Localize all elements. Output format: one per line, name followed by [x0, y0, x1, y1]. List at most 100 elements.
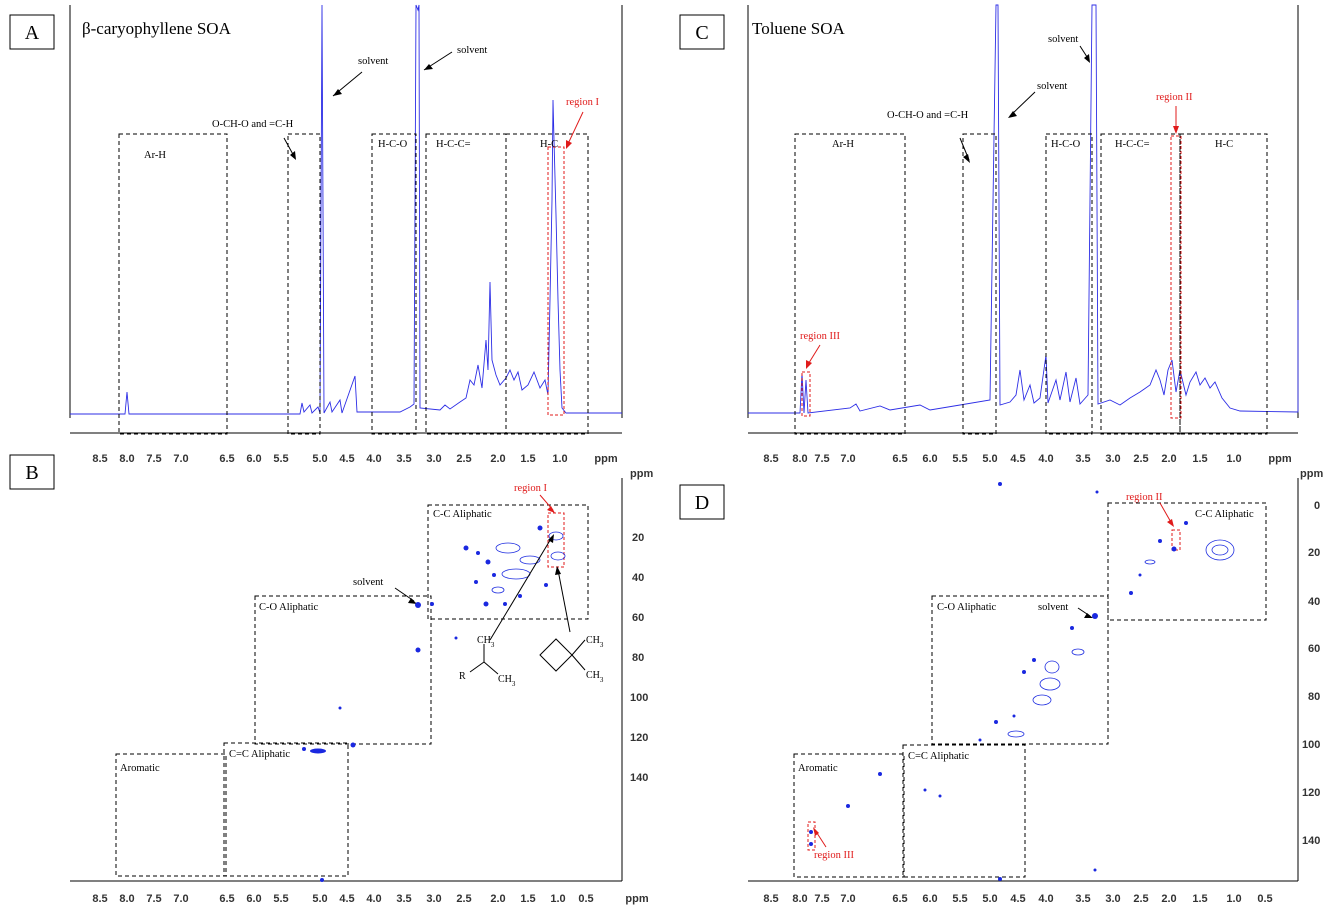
panel-c-region-ii-box: [1170, 135, 1182, 419]
panel-d-peak: [1211, 544, 1229, 556]
panel-b-struct2-ch3-bottom: CH3: [586, 670, 604, 684]
panel-c-label-h-c: H-C: [1215, 139, 1233, 150]
panel-a-arrowhead-2: [424, 64, 433, 70]
panel-b-xtick: 6.0: [246, 893, 261, 905]
panel-b-xtick: 2.0: [490, 893, 505, 905]
panel-b-solvent-peak: [415, 602, 421, 608]
panel-d-xtick: 8.5: [763, 893, 778, 905]
panel-a-box-och-o: [287, 133, 321, 435]
panel-d-peak: [1070, 626, 1074, 630]
panel-b-peak: [518, 594, 522, 598]
panel-c-xtick: 6.5: [892, 453, 907, 465]
panel-b-ytick: 40: [632, 572, 644, 584]
panel-b-peak: [550, 551, 566, 561]
panel-b-bond: [469, 661, 485, 673]
panel-d-peak: [1129, 591, 1133, 595]
panel-b-x-ticks: 8.5 8.0 7.5 7.0 6.5 6.0 5.5 5.0 4.5 4.0 …: [92, 893, 648, 905]
panel-d-peak: [1158, 539, 1162, 543]
panel-b-structure-isopropyl: R CH3 CH3: [459, 534, 554, 688]
panel-b-peak: [519, 555, 541, 565]
panel-c-region-ii-label: region II: [1156, 92, 1193, 103]
panel-b-xtick: 1.0: [550, 893, 565, 905]
panel-b-peak: [537, 525, 543, 531]
panel-d-peak: [1071, 648, 1085, 656]
panel-b-ytick: 60: [632, 612, 644, 624]
panel-a-label-h-c: H-C: [540, 139, 558, 150]
panel-b-peak: [544, 583, 548, 587]
panel-c-spectrum: [748, 4, 1299, 414]
panel-d-xtick: 2.5: [1133, 893, 1148, 905]
panel-a-label-h-c-c: H-C-C=: [436, 139, 471, 150]
panel-d-peak: [998, 482, 1002, 486]
panel-d-y-unit: ppm: [1300, 468, 1323, 480]
panel-d-xtick: 6.5: [892, 893, 907, 905]
panel-d-arrowhead-region-iii: [813, 827, 819, 836]
panel-b-struct1-r: R: [459, 671, 466, 682]
panel-b-peak: [320, 878, 324, 882]
panel-b-xtick: 4.0: [366, 893, 381, 905]
panel-a-region-i-box: [547, 146, 565, 416]
panel-c-box-h-c: [1179, 133, 1268, 435]
panel-b-xtick: 7.5: [146, 893, 161, 905]
panel-d-xtick: 3.0: [1105, 893, 1120, 905]
panel-b-label-aromatic: Aromatic: [120, 763, 160, 774]
panel-c-box-h-c-o: [1045, 133, 1093, 435]
panel-d-xtick: 1.5: [1192, 893, 1207, 905]
panel-d-xtick: 8.0: [792, 893, 807, 905]
panel-d-peak: [1032, 694, 1052, 706]
panel-b-ytick: 80: [632, 652, 644, 664]
panel-a-x-ticks: 8.5 8.0 7.5 7.0 6.5 6.0 5.5 5.0 4.5 4.0 …: [92, 453, 617, 465]
panel-b-box-aromatic: [115, 753, 227, 877]
panel-d-peak: [1039, 677, 1061, 691]
panel-b-peak: [350, 742, 356, 748]
panel-d-ytick: 40: [1308, 596, 1320, 608]
panel-c-title: Toluene SOA: [752, 19, 845, 38]
panel-d-peak: [809, 842, 813, 846]
panel-d-xtick: 7.0: [840, 893, 855, 905]
panel-d-xtick: 3.5: [1075, 893, 1090, 905]
panel-d-peak: [1007, 730, 1025, 738]
panel-b-box-co-aliphatic: [254, 595, 432, 745]
panel-b-y-unit: ppm: [630, 468, 653, 480]
panel-b-x-unit: ppm: [625, 893, 648, 905]
panel-d-ytick: 100: [1302, 739, 1320, 751]
panel-d-xtick: 6.0: [922, 893, 937, 905]
panel-c-xtick: 6.0: [922, 453, 937, 465]
panel-a-box-h-c-o: [371, 133, 417, 435]
panel-b-peak: [463, 545, 469, 551]
panel-b-contours: [302, 525, 566, 882]
panel-b-bond: [483, 661, 499, 675]
panel-c-arrowhead-3: [963, 154, 970, 163]
panel-c-solvent-2: solvent: [1037, 81, 1067, 92]
panel-d-peak: [1138, 573, 1142, 577]
panel-d-region-iii-label: region III: [814, 850, 854, 861]
panel-a-solvent-1: solvent: [358, 56, 388, 67]
panel-d-label-aromatic: Aromatic: [798, 763, 838, 774]
panel-a-xtick: 1.0: [552, 453, 567, 465]
panel-a-x-unit: ppm: [594, 453, 617, 465]
panel-c-xtick: 3.0: [1105, 453, 1120, 465]
panel-b-xtick: 2.5: [456, 893, 471, 905]
panel-c-label-och-o: O-CH-O and =C-H: [887, 110, 969, 121]
panel-d-peak: [923, 788, 927, 792]
panel-c: C Toluene SOA Ar-H O-CH-O and =C-H H-C-O…: [679, 4, 1299, 465]
panel-d-solvent: solvent: [1038, 602, 1068, 613]
panel-a-xtick: 8.5: [92, 453, 107, 465]
panel-c-arrowhead-region-iii: [806, 360, 812, 369]
panel-b-ytick: 100: [630, 692, 648, 704]
panel-d-peak: [938, 794, 942, 798]
panel-b-peak: [483, 601, 489, 607]
panel-c-xtick: 8.5: [763, 453, 778, 465]
panel-c-xtick: 2.5: [1133, 453, 1148, 465]
panel-a-title: β-caryophyllene SOA: [82, 19, 232, 38]
panel-d-label-c-eq-c-aliphatic: C=C Aliphatic: [908, 751, 969, 762]
panel-c-xtick: 1.5: [1192, 453, 1207, 465]
panel-a-arrow-region-i: [566, 111, 584, 147]
panel-d-box-c-eq-c-aliphatic: [902, 744, 1026, 878]
panel-b-ytick: 120: [630, 732, 648, 744]
panel-b-xtick: 6.5: [219, 893, 234, 905]
panel-b-box-cc-aliphatic: [427, 504, 589, 620]
panel-d-xtick: 4.5: [1010, 893, 1025, 905]
panel-b-label-co-aliphatic: C-O Aliphatic: [259, 602, 319, 613]
panel-c-xtick: 5.5: [952, 453, 967, 465]
